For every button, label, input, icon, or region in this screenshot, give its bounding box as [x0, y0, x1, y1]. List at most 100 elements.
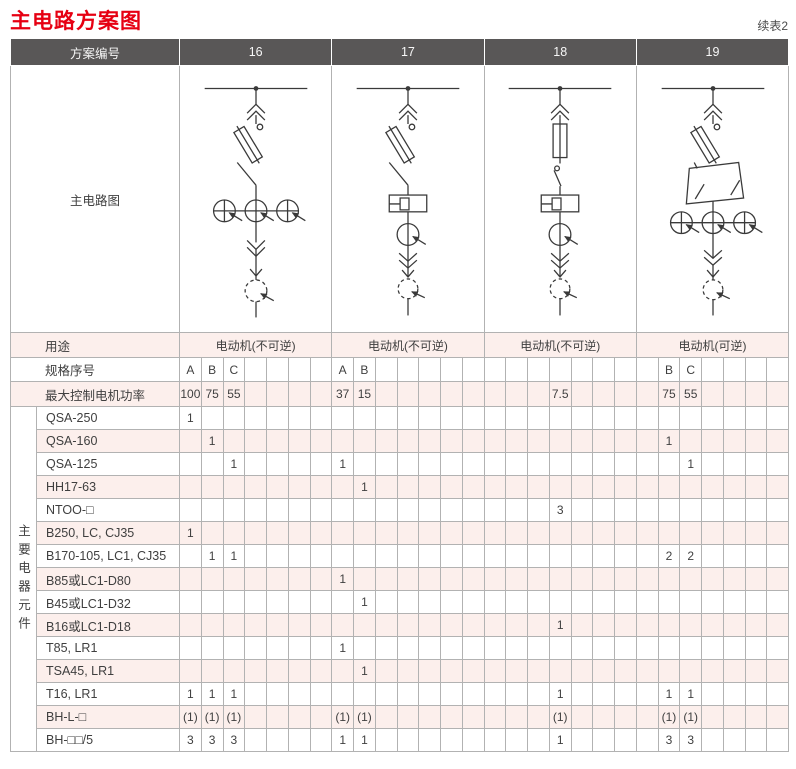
usage-scheme-17: 电动机(不可逆) — [331, 332, 485, 358]
quantity-cell — [744, 659, 768, 683]
quantity-cell — [244, 728, 268, 752]
quantity-cell — [766, 659, 790, 683]
quantity-cell — [331, 406, 355, 430]
quantity-cell — [374, 613, 398, 637]
quantity-cell — [461, 521, 485, 545]
quantity-cell — [635, 728, 659, 752]
quantity-cell: 2 — [679, 544, 703, 568]
spec-letter-cell — [374, 357, 398, 382]
spec-letter-cell: C — [222, 357, 246, 382]
quantity-cell — [635, 705, 659, 729]
quantity-cell — [244, 429, 268, 453]
drawout-contact-icon — [398, 252, 418, 269]
quantity-cell — [396, 429, 420, 453]
page-title: 主电路方案图 — [10, 10, 142, 33]
quantity-cell — [461, 429, 485, 453]
quantity-cell — [461, 613, 485, 637]
quantity-cell — [614, 705, 637, 729]
scheme-number-header: 方案编号 — [9, 38, 181, 66]
quantity-cell — [331, 682, 355, 706]
quantity-cell — [179, 475, 202, 499]
quantity-cell — [396, 567, 420, 591]
quantity-cell — [766, 636, 790, 660]
quantity-cell — [179, 429, 202, 453]
quantity-cell — [440, 567, 463, 591]
quantity-cell — [635, 521, 659, 545]
quantity-cell — [766, 705, 790, 729]
quantity-cell — [309, 452, 333, 476]
quantity-cell — [679, 429, 703, 453]
quantity-cell — [200, 521, 224, 545]
quantity-cell — [505, 475, 529, 499]
quantity-cell — [309, 705, 333, 729]
quantity-cell — [657, 659, 681, 683]
quantity-cell — [440, 521, 463, 545]
quantity-cell — [614, 636, 637, 660]
quantity-cell — [570, 406, 594, 430]
spec-letter-cell — [701, 357, 724, 382]
spec-letter-cell — [592, 357, 616, 382]
spec-letter-cell — [527, 357, 550, 382]
quantity-cell — [309, 636, 333, 660]
quantity-cell — [701, 659, 724, 683]
quantity-cell: 1 — [222, 682, 246, 706]
quantity-cell — [200, 590, 224, 614]
quantity-cell — [309, 682, 333, 706]
motor-icon — [701, 279, 730, 301]
quantity-cell — [744, 636, 768, 660]
quantity-cell — [701, 705, 724, 729]
current-transformer-icon — [548, 223, 579, 247]
quantity-cell — [635, 429, 659, 453]
spec-letter-cell — [461, 357, 485, 382]
quantity-cell — [200, 406, 224, 430]
quantity-cell — [287, 475, 311, 499]
power-value-cell: 7.5 — [548, 381, 572, 407]
quantity-cell — [461, 452, 485, 476]
quantity-cell — [353, 521, 376, 545]
quantity-cell — [483, 521, 507, 545]
quantity-cell — [722, 659, 746, 683]
motor-icon — [244, 279, 274, 303]
diagram-row: 主电路图 — [9, 65, 790, 333]
quantity-cell — [374, 406, 398, 430]
quantity-cell — [287, 429, 311, 453]
quantity-cell — [244, 544, 268, 568]
quantity-cell — [461, 728, 485, 752]
quantity-cell — [744, 475, 768, 499]
quantity-cell — [701, 429, 724, 453]
quantity-cell: (1) — [222, 705, 246, 729]
quantity-cell — [766, 498, 790, 522]
quantity-cell — [701, 682, 724, 706]
spec-letter-cell: A — [331, 357, 355, 382]
quantity-cell — [570, 567, 594, 591]
quantity-cell — [440, 659, 463, 683]
circuit-diagram-scheme-16 — [179, 65, 333, 333]
quantity-cell — [766, 728, 790, 752]
quantity-cell — [744, 567, 768, 591]
quantity-cell — [592, 613, 616, 637]
quantity-cell — [614, 429, 637, 453]
quantity-cell — [592, 590, 616, 614]
quantity-cell — [483, 429, 507, 453]
quantity-cell — [396, 636, 420, 660]
quantity-cell — [287, 544, 311, 568]
quantity-cell — [287, 498, 311, 522]
quantity-cell — [657, 613, 681, 637]
quantity-cell — [744, 544, 768, 568]
quantity-cell — [701, 498, 724, 522]
current-transformer-icon — [396, 223, 427, 247]
quantity-cell — [200, 636, 224, 660]
quantity-cell — [527, 705, 550, 729]
quantity-cell — [657, 475, 681, 499]
quantity-cell — [570, 659, 594, 683]
component-row: B45或LC1-D32 1 — [11, 590, 790, 614]
quantity-cell — [374, 636, 398, 660]
quantity-cell — [440, 728, 463, 752]
spec-letter-cell: A — [179, 357, 202, 382]
quantity-cell — [483, 682, 507, 706]
quantity-cell: 1 — [200, 682, 224, 706]
quantity-cell — [766, 682, 790, 706]
quantity-cell — [440, 682, 463, 706]
quantity-cell — [744, 521, 768, 545]
quantity-cell — [353, 429, 376, 453]
